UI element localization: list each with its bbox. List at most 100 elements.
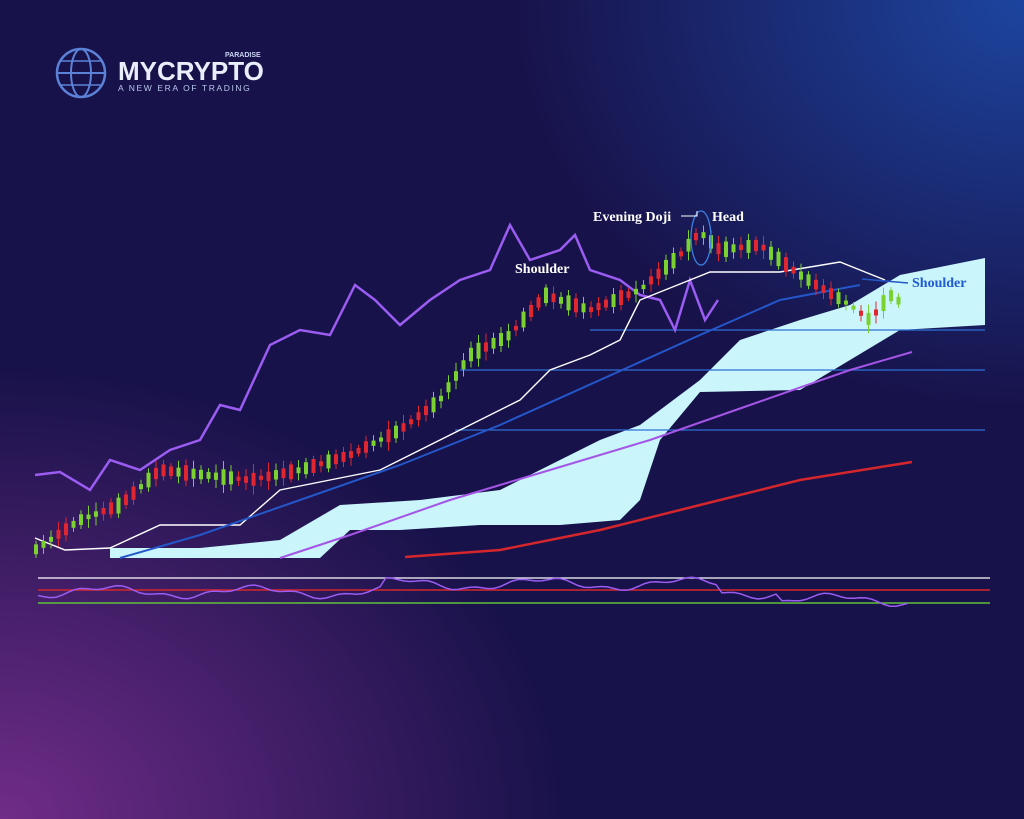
candle-body bbox=[146, 472, 151, 488]
candle-body bbox=[274, 470, 278, 480]
candle-body bbox=[199, 469, 203, 480]
candle-body bbox=[229, 471, 233, 485]
logo: MYCRYPTO PARADISE A NEW ERA OF TRADING bbox=[55, 47, 264, 99]
candlesticks bbox=[34, 225, 901, 558]
candle-body bbox=[829, 288, 833, 300]
candle-body bbox=[896, 296, 901, 305]
candle-body bbox=[71, 520, 76, 528]
candle-body bbox=[431, 397, 436, 413]
candle-body bbox=[671, 253, 676, 269]
candle-body bbox=[131, 486, 136, 500]
candle-body bbox=[281, 468, 286, 479]
shoulder-pointer bbox=[861, 278, 909, 284]
candle-body bbox=[79, 514, 83, 525]
candle-body bbox=[716, 243, 721, 255]
candle-body bbox=[529, 304, 533, 318]
candle-body bbox=[409, 419, 413, 425]
candle-body bbox=[686, 238, 691, 252]
candle-body bbox=[116, 497, 121, 514]
moving-average-blue bbox=[119, 284, 861, 559]
candle-body bbox=[761, 244, 766, 251]
candle-body bbox=[289, 464, 293, 480]
candle-body bbox=[221, 469, 226, 485]
candle-body bbox=[259, 475, 263, 480]
moving-average-purple bbox=[279, 351, 913, 559]
baseline-line bbox=[34, 261, 886, 551]
moving-average-red bbox=[404, 460, 913, 559]
candle-body bbox=[844, 300, 848, 305]
candle-body bbox=[101, 508, 106, 515]
candle-body bbox=[304, 462, 308, 475]
candle-body bbox=[446, 382, 451, 393]
candle-body bbox=[506, 331, 511, 341]
candle-body bbox=[416, 412, 421, 420]
candle-body bbox=[566, 295, 571, 311]
candle-body bbox=[154, 467, 158, 480]
candle-body bbox=[679, 251, 683, 257]
candle-body bbox=[484, 342, 488, 352]
candle-body bbox=[349, 451, 353, 458]
candle-body bbox=[866, 312, 871, 325]
candle-body bbox=[769, 246, 773, 260]
candle-body bbox=[214, 472, 218, 480]
candle-body bbox=[379, 437, 383, 442]
candle-body bbox=[589, 307, 593, 313]
candle-body bbox=[791, 266, 796, 274]
candle-body bbox=[371, 440, 376, 446]
candle-body bbox=[619, 290, 623, 306]
candle-body bbox=[784, 257, 788, 272]
candle-body bbox=[64, 523, 68, 536]
candle-body bbox=[656, 268, 661, 279]
candle-body bbox=[836, 292, 841, 305]
candle-body bbox=[326, 454, 331, 469]
candle-body bbox=[806, 274, 811, 286]
candle-body bbox=[521, 311, 526, 328]
candle-body bbox=[664, 259, 668, 275]
candle-body bbox=[881, 295, 886, 312]
candle-body bbox=[386, 429, 391, 443]
candle-body bbox=[191, 468, 196, 479]
candle-body bbox=[746, 239, 751, 253]
candle-body bbox=[356, 447, 361, 454]
candle-body bbox=[596, 303, 601, 311]
candle-body bbox=[454, 371, 458, 381]
candle-body bbox=[731, 244, 736, 253]
candle-body bbox=[536, 297, 541, 308]
candle-body bbox=[251, 472, 256, 486]
candle-body bbox=[476, 342, 481, 359]
candle-body bbox=[581, 303, 586, 313]
annotation: Shoulder bbox=[912, 276, 966, 291]
candle-body bbox=[514, 325, 518, 331]
candle-body bbox=[821, 285, 826, 293]
candle-body bbox=[739, 244, 743, 251]
candle-body bbox=[311, 458, 316, 473]
annotation: Shoulder bbox=[515, 262, 569, 277]
candle-body bbox=[184, 465, 188, 481]
candle-body bbox=[439, 395, 443, 402]
candle-body bbox=[94, 511, 98, 517]
candle-body bbox=[401, 423, 406, 432]
logo-superscript: PARADISE bbox=[225, 52, 261, 59]
candle-body bbox=[701, 232, 706, 239]
candle-body bbox=[611, 294, 616, 308]
candle-body bbox=[851, 305, 856, 310]
candle-body bbox=[109, 502, 113, 515]
doji-marker bbox=[690, 210, 712, 266]
candle-body bbox=[491, 337, 496, 349]
candle-body bbox=[364, 441, 368, 453]
indicator-oscillator bbox=[37, 576, 909, 607]
candle-body bbox=[889, 290, 893, 302]
candle-body bbox=[574, 298, 578, 313]
candle-body bbox=[626, 291, 631, 298]
candle-body bbox=[124, 494, 128, 506]
doji-pointer bbox=[681, 211, 698, 217]
oscillator-line bbox=[34, 222, 720, 492]
candle-body bbox=[461, 360, 466, 370]
candle-body bbox=[776, 251, 781, 267]
ichimoku-cloud bbox=[110, 258, 985, 558]
candle-body bbox=[799, 271, 803, 280]
candle-body bbox=[559, 296, 563, 304]
candle-body bbox=[634, 288, 638, 295]
candle-body bbox=[394, 425, 398, 439]
